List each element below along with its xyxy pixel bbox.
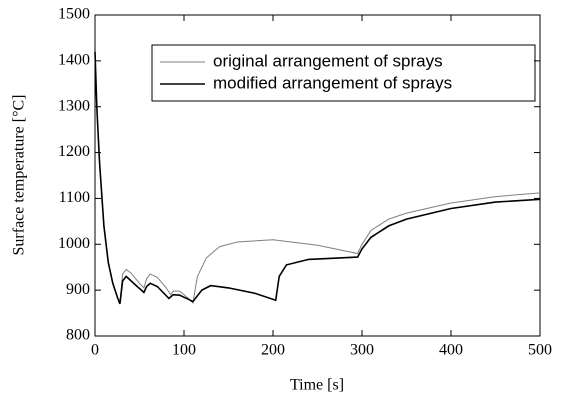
y-tick-label: 1000 xyxy=(58,235,90,252)
y-tick-label: 1100 xyxy=(59,189,90,206)
line xyxy=(94,51,541,305)
x-tick-label: 400 xyxy=(439,342,463,359)
y-axis-label: Surface temperature [°C] xyxy=(11,95,28,256)
plot-frame xyxy=(94,14,541,337)
x-tick-label: 100 xyxy=(172,342,196,359)
y-tick-label: 1300 xyxy=(58,97,90,114)
x-tick-label: 300 xyxy=(350,342,374,359)
x-tick-label: 500 xyxy=(528,342,552,359)
legend-box xyxy=(151,44,536,102)
y-tick-label: 900 xyxy=(66,281,90,298)
y-tick-label: 1400 xyxy=(58,52,90,69)
x-tick-label: 0 xyxy=(91,342,99,359)
legend-label: modified arrangement of sprays xyxy=(213,73,452,92)
x-axis-label: Time [s] xyxy=(290,377,344,394)
y-tick-label: 800 xyxy=(66,327,90,344)
legend-label: original arrangement of sprays xyxy=(213,51,443,70)
y-tick-label: 1500 xyxy=(58,6,90,23)
y-tick-label: 1200 xyxy=(58,143,90,160)
x-tick-label: 200 xyxy=(261,342,285,359)
